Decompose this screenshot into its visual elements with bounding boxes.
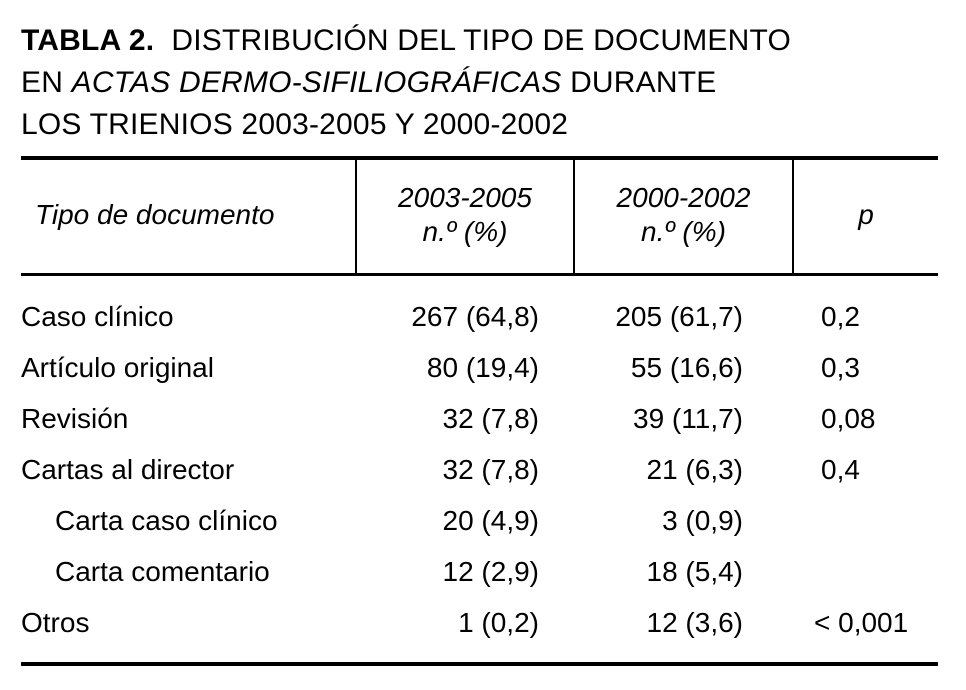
row-2000-2002: 55 (16,6) (630, 352, 743, 383)
header-2000-2002: 2000-2002 n.º (%) (575, 181, 792, 249)
row-type: Revisión (21, 403, 129, 434)
row-2003-2005: 1 (0,2) (458, 607, 539, 638)
row-2003-2005: 12 (2,9) (442, 556, 540, 587)
row-p: < 0,001 (814, 607, 909, 638)
row-2000-2002: 39 (11,7) (633, 403, 743, 434)
table-row: Otros 1 (0,2) 12 (3,6) < 0,001 (21, 597, 938, 648)
row-2000-2002: 205 (61,7) (615, 301, 743, 332)
row-type: Carta caso clínico (55, 505, 278, 536)
row-type: Otros (21, 607, 90, 638)
table-bottom-rule (21, 662, 938, 666)
caption-line-1: TABLA 2. DISTRIBUCIÓN DEL TIPO DE DOCUME… (21, 20, 791, 62)
caption-line-3: LOS TRIENIOS 2003-2005 Y 2000-2002 (21, 108, 569, 141)
header-2003-2005: 2003-2005 n.º (%) (357, 181, 573, 249)
row-2000-2002: 21 (6,3) (646, 454, 744, 485)
header-divider (792, 158, 794, 275)
row-type: Cartas al director (21, 454, 235, 485)
journal-name: ACTAS DERMO-SIFILIOGRÁFICAS (71, 66, 562, 99)
row-2003-2005: 32 (7,8) (442, 403, 540, 434)
row-p: 0,4 (821, 454, 860, 485)
row-2003-2005: 20 (4,9) (442, 505, 540, 536)
table-row: Cartas al director 32 (7,8) 21 (6,3) 0,4 (21, 444, 938, 495)
row-p: 0,3 (821, 352, 860, 383)
row-p: 0,2 (821, 301, 860, 332)
table-row: Carta caso clínico 20 (4,9) 3 (0,9) (21, 495, 938, 546)
table-row: Revisión 32 (7,8) 39 (11,7) 0,08 (21, 393, 938, 444)
table-caption: TABLA 2. DISTRIBUCIÓN DEL TIPO DE DOCUME… (21, 20, 791, 146)
header-tipo-documento: Tipo de documento (35, 199, 275, 230)
row-type: Artículo original (21, 352, 214, 383)
row-type: Carta comentario (55, 556, 270, 587)
caption-line-2: EN ACTAS DERMO-SIFILIOGRÁFICAS DURANTE (21, 62, 791, 104)
row-p: 0,08 (821, 403, 876, 434)
header-unit: n.º (%) (641, 216, 726, 247)
row-2000-2002: 12 (3,6) (646, 607, 744, 638)
header-divider (573, 158, 575, 275)
row-type: Caso clínico (21, 301, 174, 332)
table-row: Carta comentario 12 (2,9) 18 (5,4) (21, 546, 938, 597)
caption-title: DISTRIBUCIÓN DEL TIPO DE DOCUMENTO (171, 24, 791, 57)
header-rule (21, 273, 938, 276)
caption-prefix: EN (21, 66, 72, 99)
row-2003-2005: 267 (64,8) (411, 301, 539, 332)
table-label: TABLA 2. (21, 24, 155, 57)
row-2003-2005: 32 (7,8) (442, 454, 540, 485)
header-p: p (858, 199, 874, 230)
table-top-rule (21, 156, 938, 160)
table-row: Artículo original 80 (19,4) 55 (16,6) 0,… (21, 342, 938, 393)
table-row: Caso clínico 267 (64,8) 205 (61,7) 0,2 (21, 291, 938, 342)
row-2003-2005: 80 (19,4) (426, 352, 539, 383)
header-period: 2003-2005 (398, 182, 532, 213)
header-period: 2000-2002 (616, 182, 751, 213)
caption-suffix: DURANTE (561, 66, 717, 99)
row-2000-2002: 3 (0,9) (662, 505, 743, 536)
header-unit: n.º (%) (422, 216, 508, 247)
row-2000-2002: 18 (5,4) (646, 556, 744, 587)
header-divider (355, 158, 357, 275)
